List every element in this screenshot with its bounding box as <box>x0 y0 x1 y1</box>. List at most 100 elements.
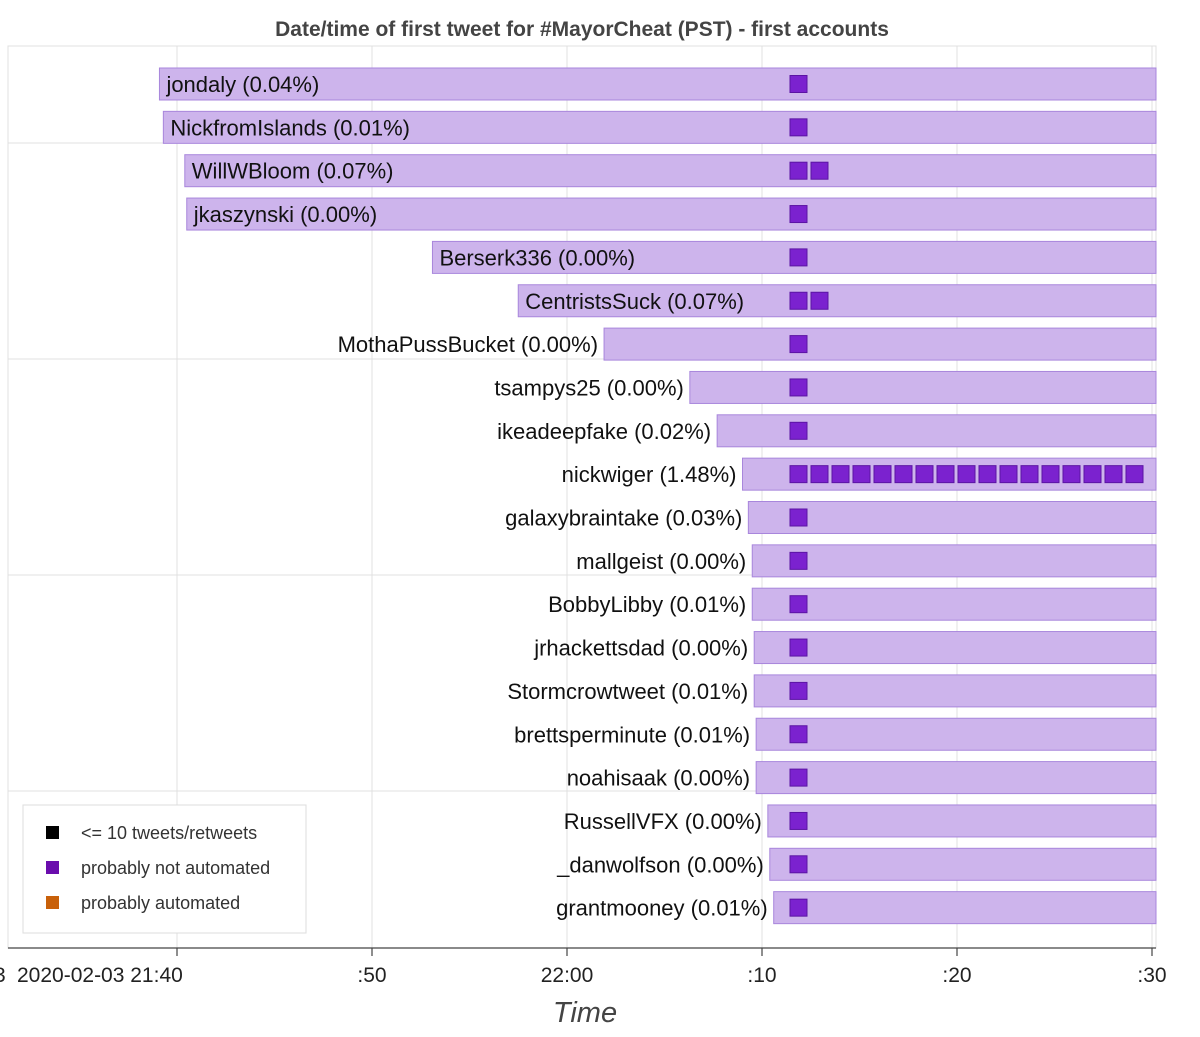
activity-marker <box>789 811 808 830</box>
account-bar <box>689 370 1157 404</box>
account-row: nickwiger (1.48%) <box>562 457 1157 491</box>
activity-marker <box>936 465 955 484</box>
x-tick-label: :10 <box>747 964 776 987</box>
account-row: noahisaak (0.00%) <box>567 761 1157 795</box>
account-bar <box>517 284 1157 318</box>
legend-label: <= 10 tweets/retweets <box>81 823 257 843</box>
activity-marker <box>915 465 934 484</box>
account-row: Stormcrowtweet (0.01%) <box>507 674 1157 708</box>
account-row: _danwolfson (0.00%) <box>556 847 1157 881</box>
account-row: grantmooney (0.01%) <box>556 891 1157 925</box>
account-bar <box>747 501 1157 534</box>
x-tick-label: :30 <box>1137 964 1166 987</box>
legend-frame <box>22 804 307 934</box>
activity-marker <box>789 855 808 874</box>
activity-marker <box>1041 465 1060 484</box>
activity-marker <box>789 291 808 310</box>
account-bar <box>773 891 1157 925</box>
activity-marker <box>810 465 829 484</box>
account-bar <box>603 327 1157 361</box>
account-label: Berserk336 (0.00%) <box>439 245 635 270</box>
activity-marker <box>999 465 1018 484</box>
legend-swatch <box>46 861 59 874</box>
account-label: brettsperminute (0.01%) <box>514 722 750 747</box>
account-label: mallgeist (0.00%) <box>576 549 746 574</box>
activity-marker <box>789 595 808 614</box>
account-label: _danwolfson (0.00%) <box>556 852 764 877</box>
account-label: BobbyLibby (0.01%) <box>548 592 746 617</box>
bars: jondaly (0.04%) NickfromIslands (0.01%) Wi… <box>158 67 1157 925</box>
account-bar <box>158 67 1157 101</box>
account-row: NickfromIslands (0.01%) <box>162 110 1157 144</box>
account-bar <box>751 544 1157 578</box>
account-bar <box>753 631 1157 665</box>
account-label: MothaPussBucket (0.00%) <box>338 332 598 357</box>
account-bar <box>755 761 1157 795</box>
account-label: jkaszynski (0.00%) <box>193 202 377 227</box>
activity-marker <box>789 725 808 744</box>
account-row: tsampys25 (0.00%) <box>494 370 1157 404</box>
activity-marker <box>789 378 808 397</box>
account-label: tsampys25 (0.00%) <box>494 375 684 400</box>
account-bar <box>769 847 1157 881</box>
legend-swatch <box>46 826 59 839</box>
legend-label: probably automated <box>81 893 240 913</box>
activity-marker <box>810 161 829 180</box>
x-tick-label: :20 <box>942 964 971 987</box>
activity-marker <box>1083 465 1102 484</box>
account-bar <box>186 197 1157 231</box>
activity-marker <box>1104 465 1123 484</box>
account-row: CentristsSuck (0.07%) <box>517 284 1157 318</box>
x-tick-label: 22:00 <box>541 964 594 987</box>
account-label: ikeadeepfake (0.02%) <box>497 419 711 444</box>
account-row: MothaPussBucket (0.00%) <box>338 327 1157 361</box>
account-bar <box>751 587 1157 621</box>
account-label: NickfromIslands (0.01%) <box>170 115 410 140</box>
activity-marker <box>810 291 829 310</box>
account-bar <box>184 154 1157 188</box>
legend-box: <= 10 tweets/retweets probably not automa… <box>22 804 307 934</box>
account-bar <box>767 804 1157 838</box>
account-label: noahisaak (0.00%) <box>567 766 750 791</box>
account-bar <box>755 717 1157 751</box>
x-tick-label: :50 <box>357 964 386 987</box>
activity-marker <box>873 465 892 484</box>
activity-marker <box>789 638 808 657</box>
activity-marker <box>789 898 808 917</box>
activity-marker <box>1020 465 1039 484</box>
legend-swatch <box>46 896 59 909</box>
activity-marker <box>789 465 808 484</box>
account-label: nickwiger (1.48%) <box>562 462 737 487</box>
x-axis: 2020-02-03 21:40 :50 22:00 :10 :20 :30 3 <box>0 947 1167 987</box>
account-row: jrhackettsdad (0.00%) <box>533 631 1157 665</box>
account-bar <box>162 110 1157 144</box>
account-label: grantmooney (0.01%) <box>556 896 768 921</box>
activity-marker <box>957 465 976 484</box>
legend-label: probably not automated <box>81 858 270 878</box>
account-label: jrhackettsdad (0.00%) <box>533 636 748 661</box>
activity-marker <box>789 161 808 180</box>
x-axis-label: Time <box>553 997 617 1029</box>
activity-marker <box>789 75 808 93</box>
account-row: BobbyLibby (0.01%) <box>548 587 1157 621</box>
account-label: galaxybraintake (0.03%) <box>505 506 742 531</box>
account-bar <box>753 674 1157 708</box>
account-label: Stormcrowtweet (0.01%) <box>507 679 748 704</box>
account-row: mallgeist (0.00%) <box>576 544 1157 578</box>
account-label: WillWBloom (0.07%) <box>192 159 394 184</box>
account-row: jkaszynski (0.00%) <box>186 197 1157 231</box>
activity-marker <box>789 768 808 787</box>
account-bar <box>716 414 1157 448</box>
activity-marker <box>789 118 808 137</box>
chart-title: Date/time of first tweet for #MayorCheat… <box>275 18 889 41</box>
account-label: CentristsSuck (0.07%) <box>525 289 744 314</box>
x-tick-label: 2020-02-03 21:40 <box>17 964 183 987</box>
activity-marker <box>789 421 808 440</box>
account-row: Berserk336 (0.00%) <box>431 240 1157 274</box>
activity-marker <box>789 508 808 527</box>
legend: <= 10 tweets/retweets probably not automa… <box>22 804 307 934</box>
account-row: WillWBloom (0.07%) <box>184 154 1157 188</box>
x-tick-label-partial: 3 <box>0 964 6 987</box>
account-label: jondaly (0.04%) <box>165 72 319 97</box>
